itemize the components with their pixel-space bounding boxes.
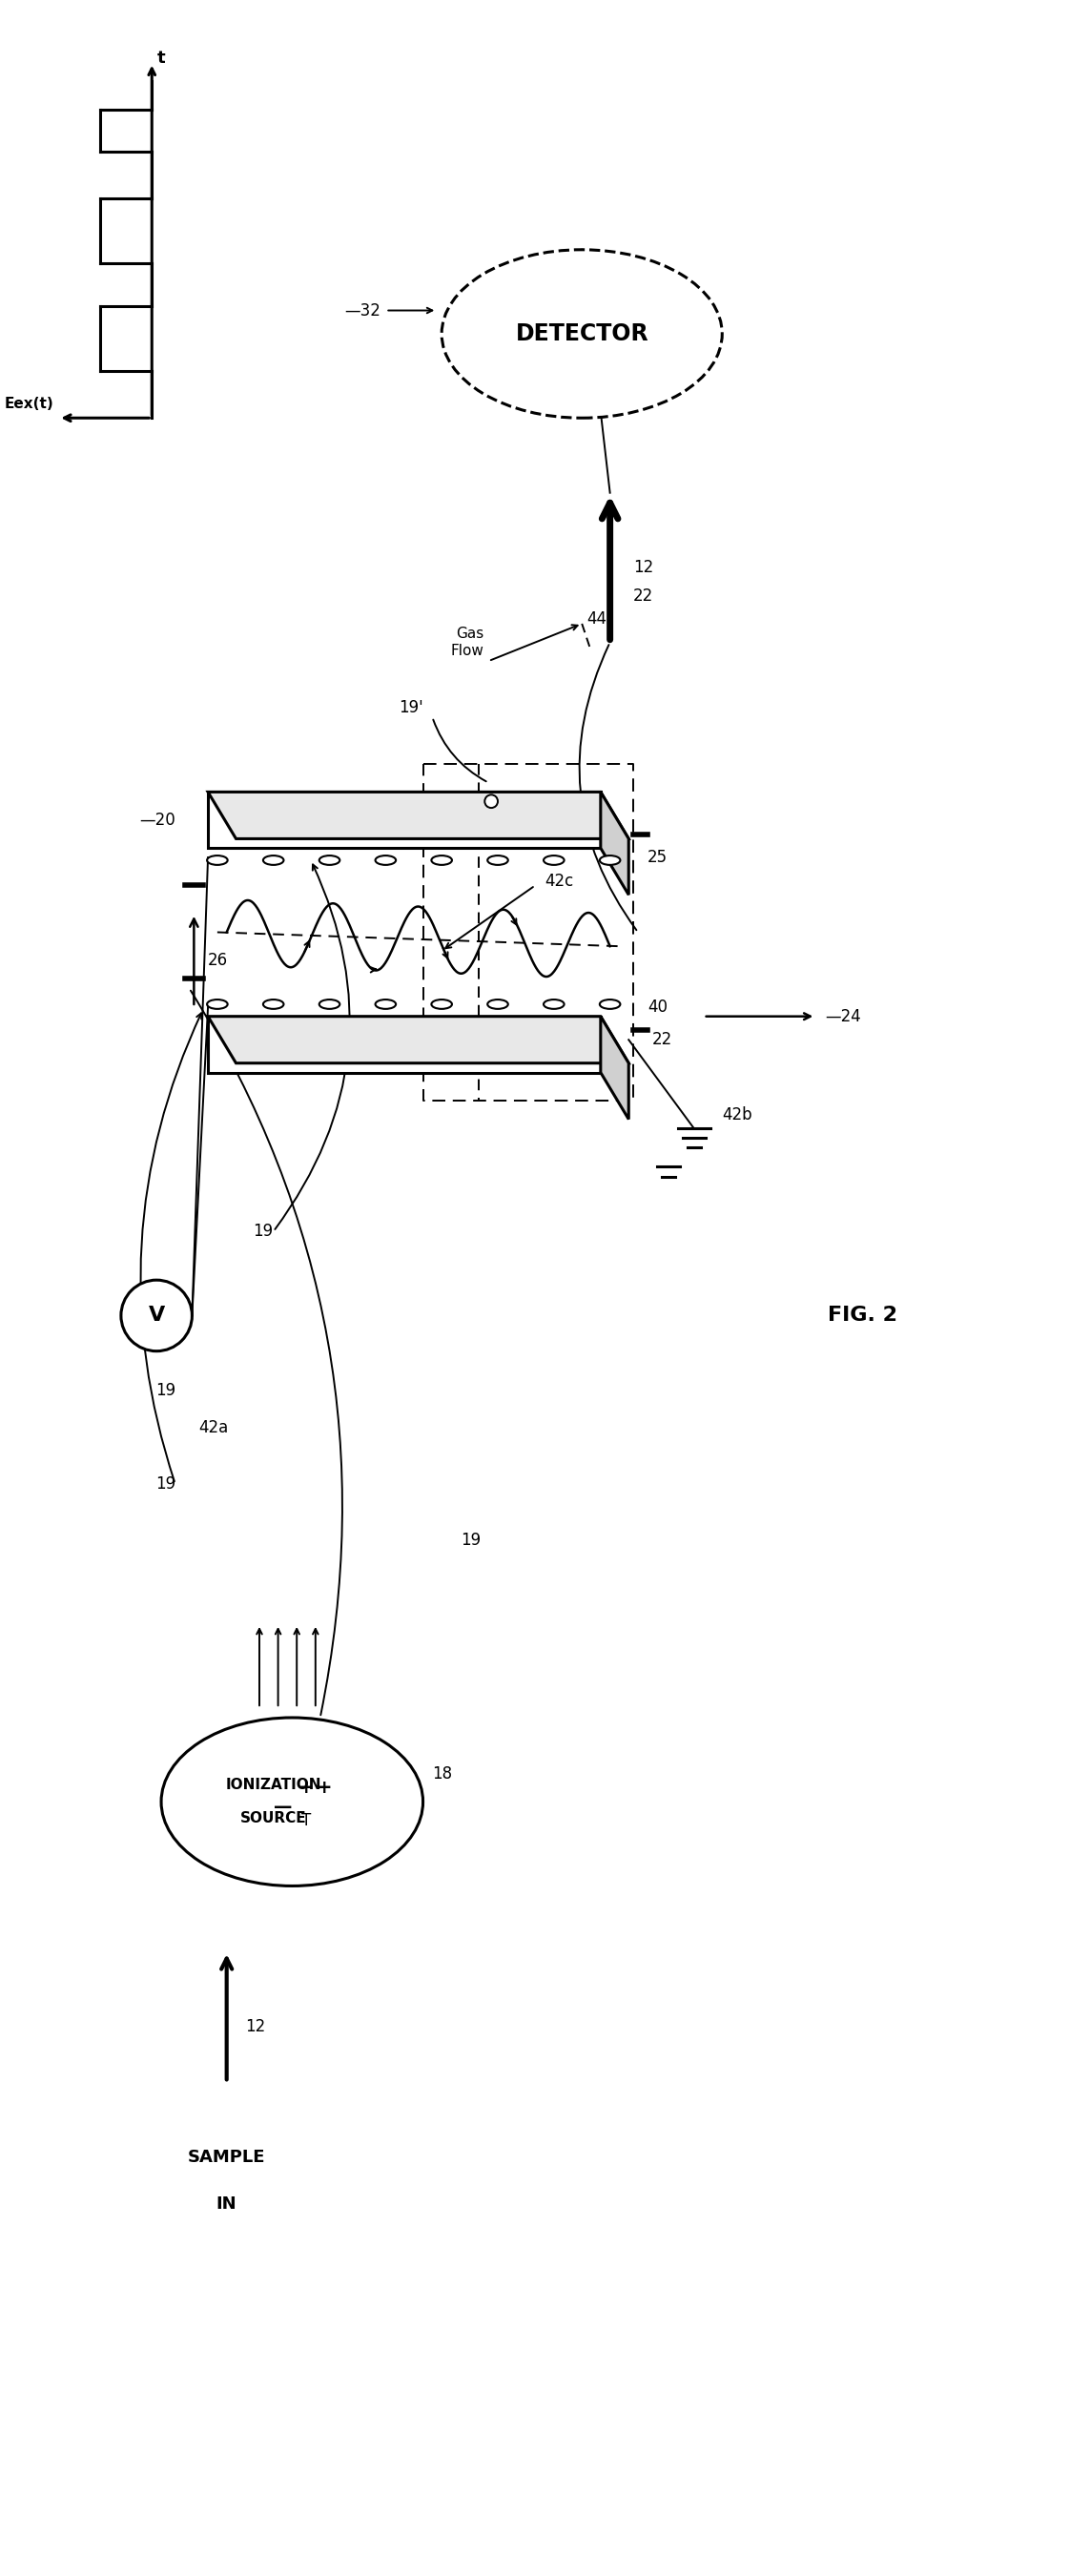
Text: —20: —20	[139, 811, 175, 829]
Text: t: t	[157, 49, 166, 67]
Text: +: +	[298, 1777, 314, 1798]
Circle shape	[484, 796, 498, 809]
Text: 19: 19	[155, 1476, 175, 1492]
Text: 40: 40	[648, 999, 667, 1015]
Polygon shape	[208, 1018, 601, 1072]
Text: —17: —17	[217, 1046, 253, 1061]
Text: 19: 19	[253, 1224, 274, 1239]
Ellipse shape	[320, 999, 340, 1010]
Text: —32: —32	[345, 301, 381, 319]
Text: 18: 18	[432, 1765, 452, 1783]
Polygon shape	[208, 1018, 629, 1064]
Polygon shape	[208, 791, 601, 848]
Text: DETECTOR: DETECTOR	[515, 322, 649, 345]
Text: Gas
Flow: Gas Flow	[450, 626, 484, 657]
Text: SOURCE: SOURCE	[241, 1811, 307, 1826]
Text: 42a: 42a	[199, 1419, 229, 1437]
Polygon shape	[208, 791, 629, 840]
Text: FIG. 2: FIG. 2	[827, 1306, 897, 1324]
Text: Eex(t): Eex(t)	[4, 397, 53, 412]
Ellipse shape	[441, 250, 723, 417]
Text: 12: 12	[633, 559, 653, 577]
Ellipse shape	[432, 999, 452, 1010]
Ellipse shape	[543, 999, 564, 1010]
Text: T: T	[301, 1811, 311, 1829]
Ellipse shape	[161, 1718, 423, 1886]
Text: V: V	[149, 1306, 165, 1324]
Text: 44: 44	[587, 611, 606, 629]
Ellipse shape	[263, 999, 283, 1010]
Ellipse shape	[207, 855, 228, 866]
Text: 26: 26	[208, 951, 228, 969]
Ellipse shape	[600, 855, 620, 866]
Text: —: —	[274, 1798, 292, 1816]
Ellipse shape	[432, 855, 452, 866]
Text: 19': 19'	[399, 698, 423, 716]
Text: 19: 19	[155, 1381, 175, 1399]
Text: 22: 22	[652, 1030, 672, 1048]
Text: SAMPLE: SAMPLE	[188, 2148, 265, 2166]
Text: 25: 25	[648, 850, 667, 866]
Ellipse shape	[487, 999, 508, 1010]
Text: IONIZATION: IONIZATION	[226, 1777, 322, 1793]
Text: +: +	[316, 1777, 332, 1798]
Ellipse shape	[263, 855, 283, 866]
Text: 22: 22	[633, 587, 653, 605]
Ellipse shape	[207, 999, 228, 1010]
Text: 19: 19	[461, 1530, 481, 1548]
Text: IN: IN	[216, 2195, 237, 2213]
Ellipse shape	[543, 855, 564, 866]
Text: 42b: 42b	[723, 1105, 753, 1123]
Circle shape	[121, 1280, 192, 1352]
Ellipse shape	[375, 999, 396, 1010]
Ellipse shape	[375, 855, 396, 866]
Text: 12: 12	[246, 2017, 265, 2035]
Text: 42c: 42c	[544, 873, 573, 889]
Polygon shape	[601, 1018, 629, 1118]
Ellipse shape	[600, 999, 620, 1010]
Ellipse shape	[487, 855, 508, 866]
Text: —24: —24	[825, 1007, 861, 1025]
Ellipse shape	[320, 855, 340, 866]
Polygon shape	[601, 791, 629, 894]
